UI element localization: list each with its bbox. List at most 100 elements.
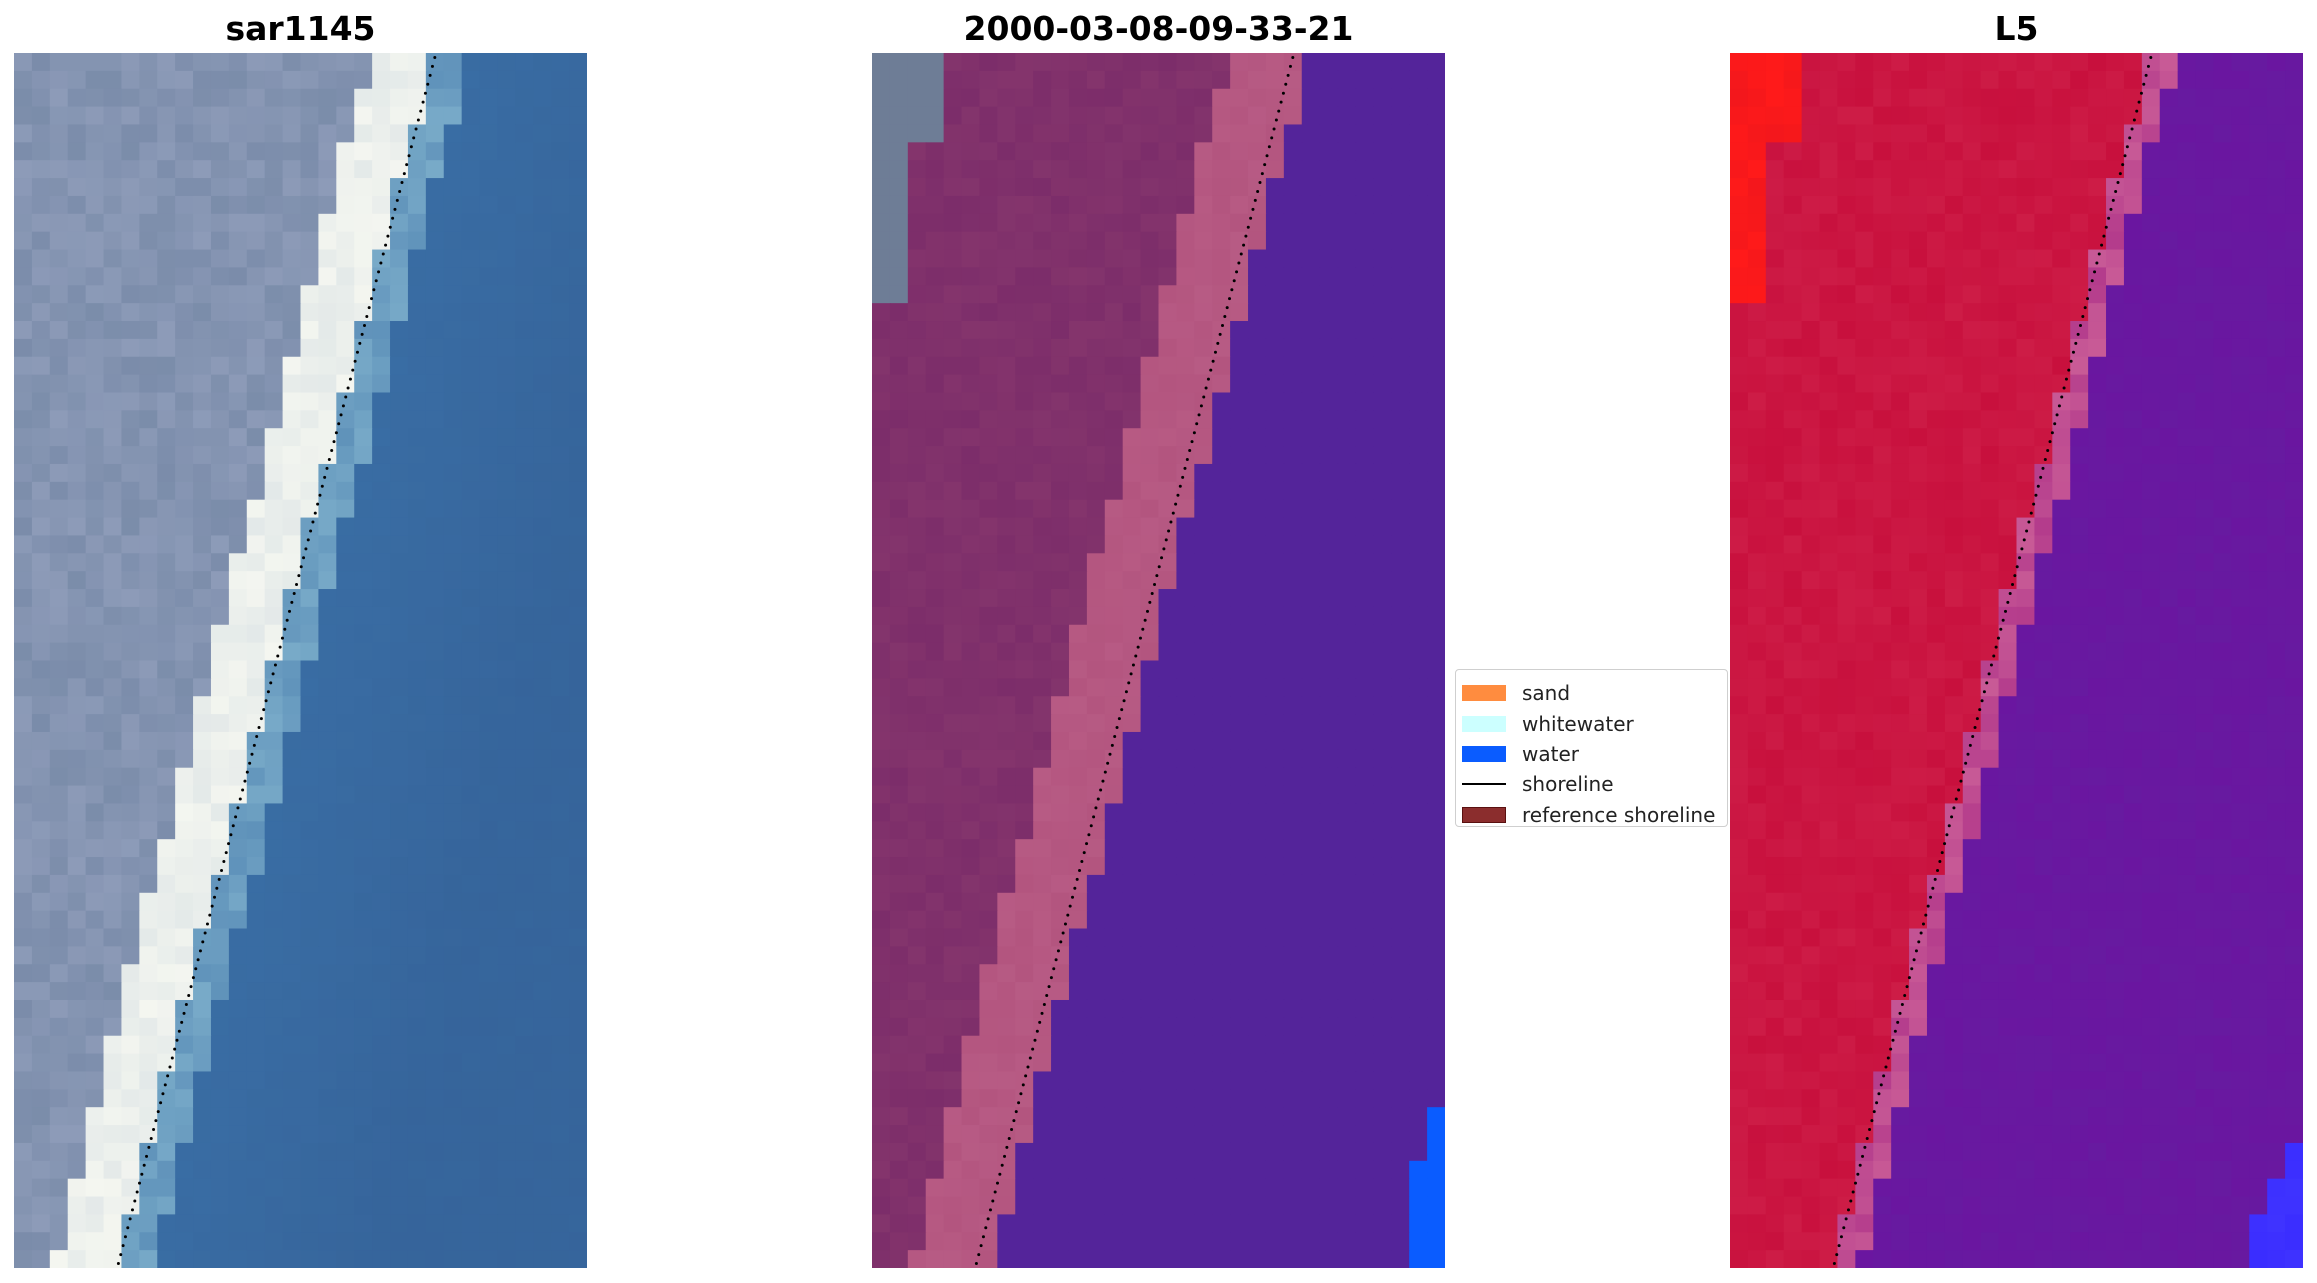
- pixel: [354, 571, 373, 590]
- pixel: [479, 53, 499, 72]
- pixel: [1319, 535, 1339, 554]
- pixel: [1265, 624, 1285, 644]
- pixel: [1248, 392, 1267, 411]
- pixel: [1998, 195, 2018, 215]
- pixel: [228, 446, 248, 465]
- pixel: [1409, 267, 1428, 286]
- pixel: [31, 910, 51, 930]
- pixel: [1194, 338, 1213, 358]
- pixel: [551, 446, 570, 465]
- pixel: [336, 124, 355, 143]
- pixel: [979, 285, 998, 304]
- pixel: [2177, 53, 2197, 72]
- pixel: [1373, 1071, 1392, 1090]
- pixel: [157, 231, 176, 251]
- pixel: [1837, 53, 1856, 72]
- shoreline-point: [1033, 1038, 1037, 1042]
- pixel: [889, 1071, 909, 1090]
- pixel: [997, 267, 1016, 286]
- pixel: [1319, 928, 1339, 947]
- pixel: [1086, 338, 1106, 358]
- pixel: [139, 821, 158, 840]
- shoreline-point: [187, 994, 191, 998]
- shoreline-point: [213, 895, 216, 899]
- pixel: [461, 892, 481, 912]
- pixel: [1944, 88, 1964, 108]
- pixel: [1015, 160, 1034, 179]
- pixel: [157, 392, 176, 411]
- pixel: [979, 160, 998, 179]
- pixel: [1373, 446, 1392, 465]
- pixel: [2231, 70, 2250, 90]
- pixel: [31, 999, 51, 1019]
- pixel: [533, 803, 552, 822]
- pixel: [425, 124, 445, 143]
- pixel: [1355, 821, 1374, 840]
- pixel: [907, 249, 927, 269]
- pixel: [31, 1142, 51, 1162]
- pixel: [479, 446, 499, 465]
- pixel: [2231, 142, 2250, 161]
- pixel: [14, 1232, 33, 1251]
- pixel: [1140, 535, 1160, 554]
- pixel: [1033, 428, 1052, 447]
- pixel: [407, 1232, 427, 1251]
- pixel: [1944, 53, 1964, 72]
- pixel: [1409, 839, 1428, 858]
- shoreline-point: [285, 618, 289, 622]
- pixel: [1265, 338, 1285, 358]
- pixel: [1248, 964, 1267, 983]
- pixel: [569, 410, 587, 429]
- pixel: [569, 463, 587, 483]
- pixel: [228, 1125, 248, 1144]
- pixel: [497, 446, 516, 465]
- pixel: [1068, 1089, 1088, 1108]
- pixel: [997, 982, 1016, 1001]
- pixel: [907, 964, 927, 983]
- pixel: [925, 178, 945, 197]
- pixel: [49, 249, 69, 269]
- shoreline-point: [1061, 931, 1065, 935]
- pixel: [1391, 696, 1410, 715]
- pixel: [1176, 392, 1195, 411]
- pixel: [1891, 178, 1910, 197]
- shoreline-point: [271, 672, 275, 676]
- pixel: [1265, 839, 1285, 858]
- pixel: [569, 606, 587, 626]
- pixel: [282, 70, 302, 90]
- pixel: [121, 946, 140, 965]
- pixel: [569, 446, 587, 465]
- pixel: [121, 446, 140, 465]
- shoreline-point: [147, 1145, 151, 1149]
- pixel: [443, 321, 463, 340]
- pixel: [997, 1107, 1016, 1126]
- pixel: [425, 857, 445, 876]
- pixel: [31, 1125, 51, 1144]
- pixel: [228, 857, 248, 876]
- pixel: [354, 1214, 373, 1233]
- pixel: [1373, 231, 1392, 251]
- pixel: [67, 321, 87, 340]
- pixel: [569, 642, 587, 662]
- pixel: [246, 535, 266, 554]
- pixel: [1409, 106, 1428, 126]
- pixel: [533, 731, 552, 751]
- pixel: [85, 231, 105, 251]
- shoreline-point: [1035, 1029, 1039, 1033]
- pixel: [228, 696, 248, 715]
- pixel: [264, 1035, 284, 1055]
- pixel: [2249, 195, 2268, 215]
- pixel: [1068, 1214, 1088, 1233]
- pixel: [336, 874, 355, 894]
- pixel: [49, 982, 69, 1001]
- pixel: [1248, 731, 1267, 751]
- pixel: [336, 249, 355, 269]
- pixel: [515, 517, 534, 537]
- rgb-image-panel: [14, 53, 587, 1268]
- pixel: [479, 499, 499, 519]
- pixel: [139, 767, 158, 787]
- pixel: [2177, 231, 2197, 251]
- pixel: [67, 1196, 87, 1215]
- pixel: [372, 624, 391, 644]
- pixel: [515, 249, 534, 269]
